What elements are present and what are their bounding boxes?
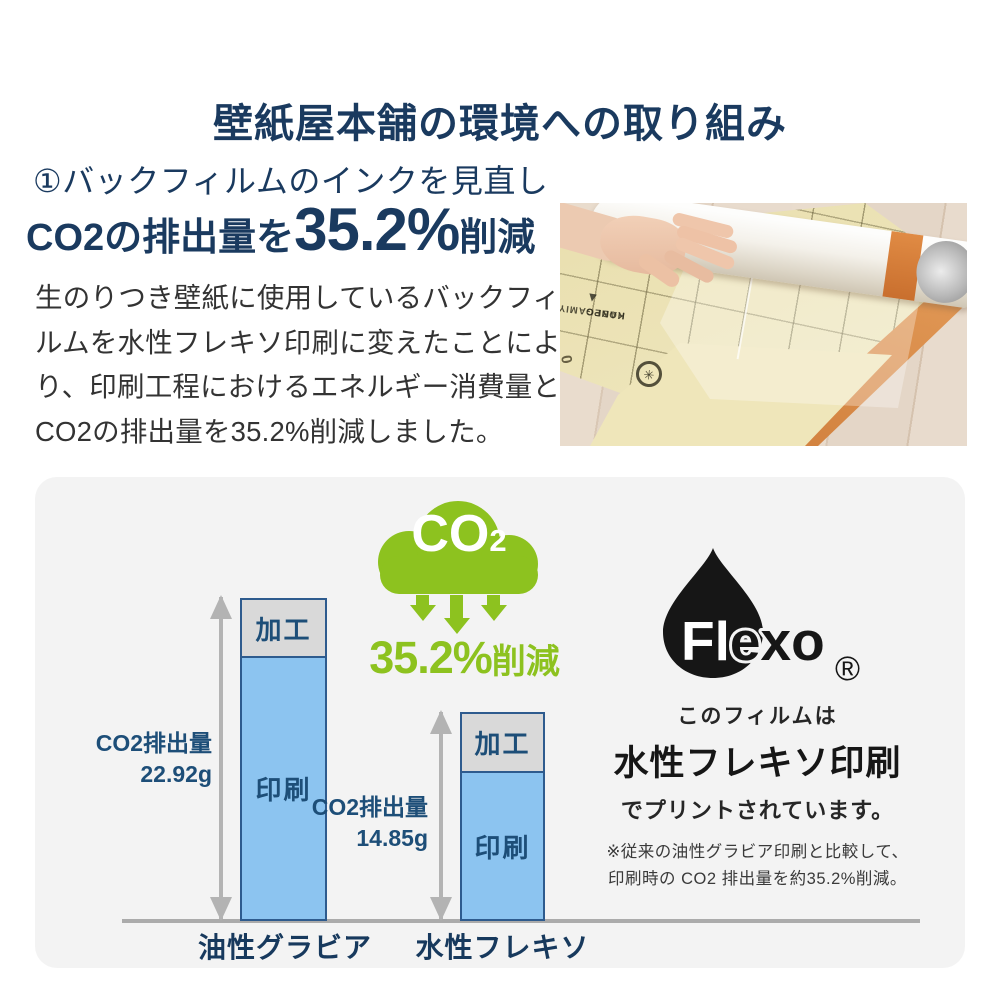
section-heading: ①バックフィルムのインクを見直し [33,163,549,199]
green-down-arrow-icon [416,595,429,605]
registered-mark: ® [835,650,860,688]
co2-main: CO [411,505,490,563]
bar-segment-processing: 加工 [460,712,545,773]
total-label-oil-gravure: CO2排出量 22.92g [80,728,212,790]
headline: CO2の排出量を35.2%削減 [26,198,535,278]
bar-water-flexo: 加工 印刷 [460,712,545,921]
body-text: 生のりつき壁紙に使用しているバックフィルムを水性フレキソ印刷に変えたことにより、… [35,282,561,447]
total-label-water-flexo: CO2排出量 14.85g [296,792,428,854]
reduction-annotation: 35.2%削減 [352,632,577,684]
film-drop-mark-icon: ▲ [584,289,601,308]
flexo-text-black: exo [730,610,825,672]
category-label-oil-gravure: 油性グラビア [197,932,372,963]
caption-note: ※従来の油性グラビア印刷と比較して、 印刷時の CO2 排出量を約35.2%削減… [565,839,950,893]
bar-oil-gravure: 加工 印刷 [240,598,327,921]
co2-cloud-text: CO2 [376,508,542,560]
total-label-caption: CO2排出量 [95,730,212,756]
note-line2: 印刷時の CO2 排出量を約35.2%削減。 [608,870,907,888]
bar-segment-processing: 加工 [240,598,327,658]
note-line1: ※従来の油性グラビア印刷と比較して、 [606,843,909,861]
segment-label: 印刷 [255,775,312,805]
flexo-drop-icon [663,548,763,678]
bar-segment-printing: 印刷 [460,771,545,921]
co2-cloud-icon: CO2 [376,500,542,596]
segment-label: 加工 [255,614,312,645]
total-label-value: 22.92g [140,761,212,787]
double-arrow-icon [219,597,223,919]
chart-baseline-axis [122,919,920,923]
page-title: 壁紙屋本舗の環境への取り組み [213,101,787,146]
flexo-caption: このフィルムは 水性フレキソ印刷 でプリントされています。 ※従来の油性グラビア… [565,700,950,893]
headline-suffix: 削減 [459,217,536,259]
bar-segment-printing: 印刷 [240,656,327,921]
headline-highlight: 35.2% [294,196,460,263]
svg-text:Flexo: Flexo [681,610,825,672]
green-down-arrow-icon [450,595,463,618]
segment-label: 印刷 [474,832,531,863]
segment-label: 加工 [474,729,531,759]
total-label-caption: CO2排出量 [311,794,428,820]
category-label-water-flexo: 水性フレキソ [415,932,590,963]
flexo-logo: Flexo ® [663,548,860,688]
co2-sub: 2 [489,523,507,558]
headline-prefix: CO2の排出量を [26,217,295,259]
cloud-shape [378,501,538,594]
reduction-suffix: 削減 [491,643,560,681]
product-photo: KABEGAMIYA HONPO ✳ ▲ 10 0 [560,203,967,446]
double-arrow-icon [439,712,443,919]
caption-line1: このフィルムは [677,705,838,728]
reduction-value: 35.2% [369,632,493,683]
caption-line3: でプリントされています。 [620,798,895,823]
flexo-text-white: Fl [681,610,730,672]
caption-line2: 水性フレキソ印刷 [613,744,902,783]
green-down-arrow-icon [487,595,500,605]
total-label-value: 14.85g [356,825,428,851]
